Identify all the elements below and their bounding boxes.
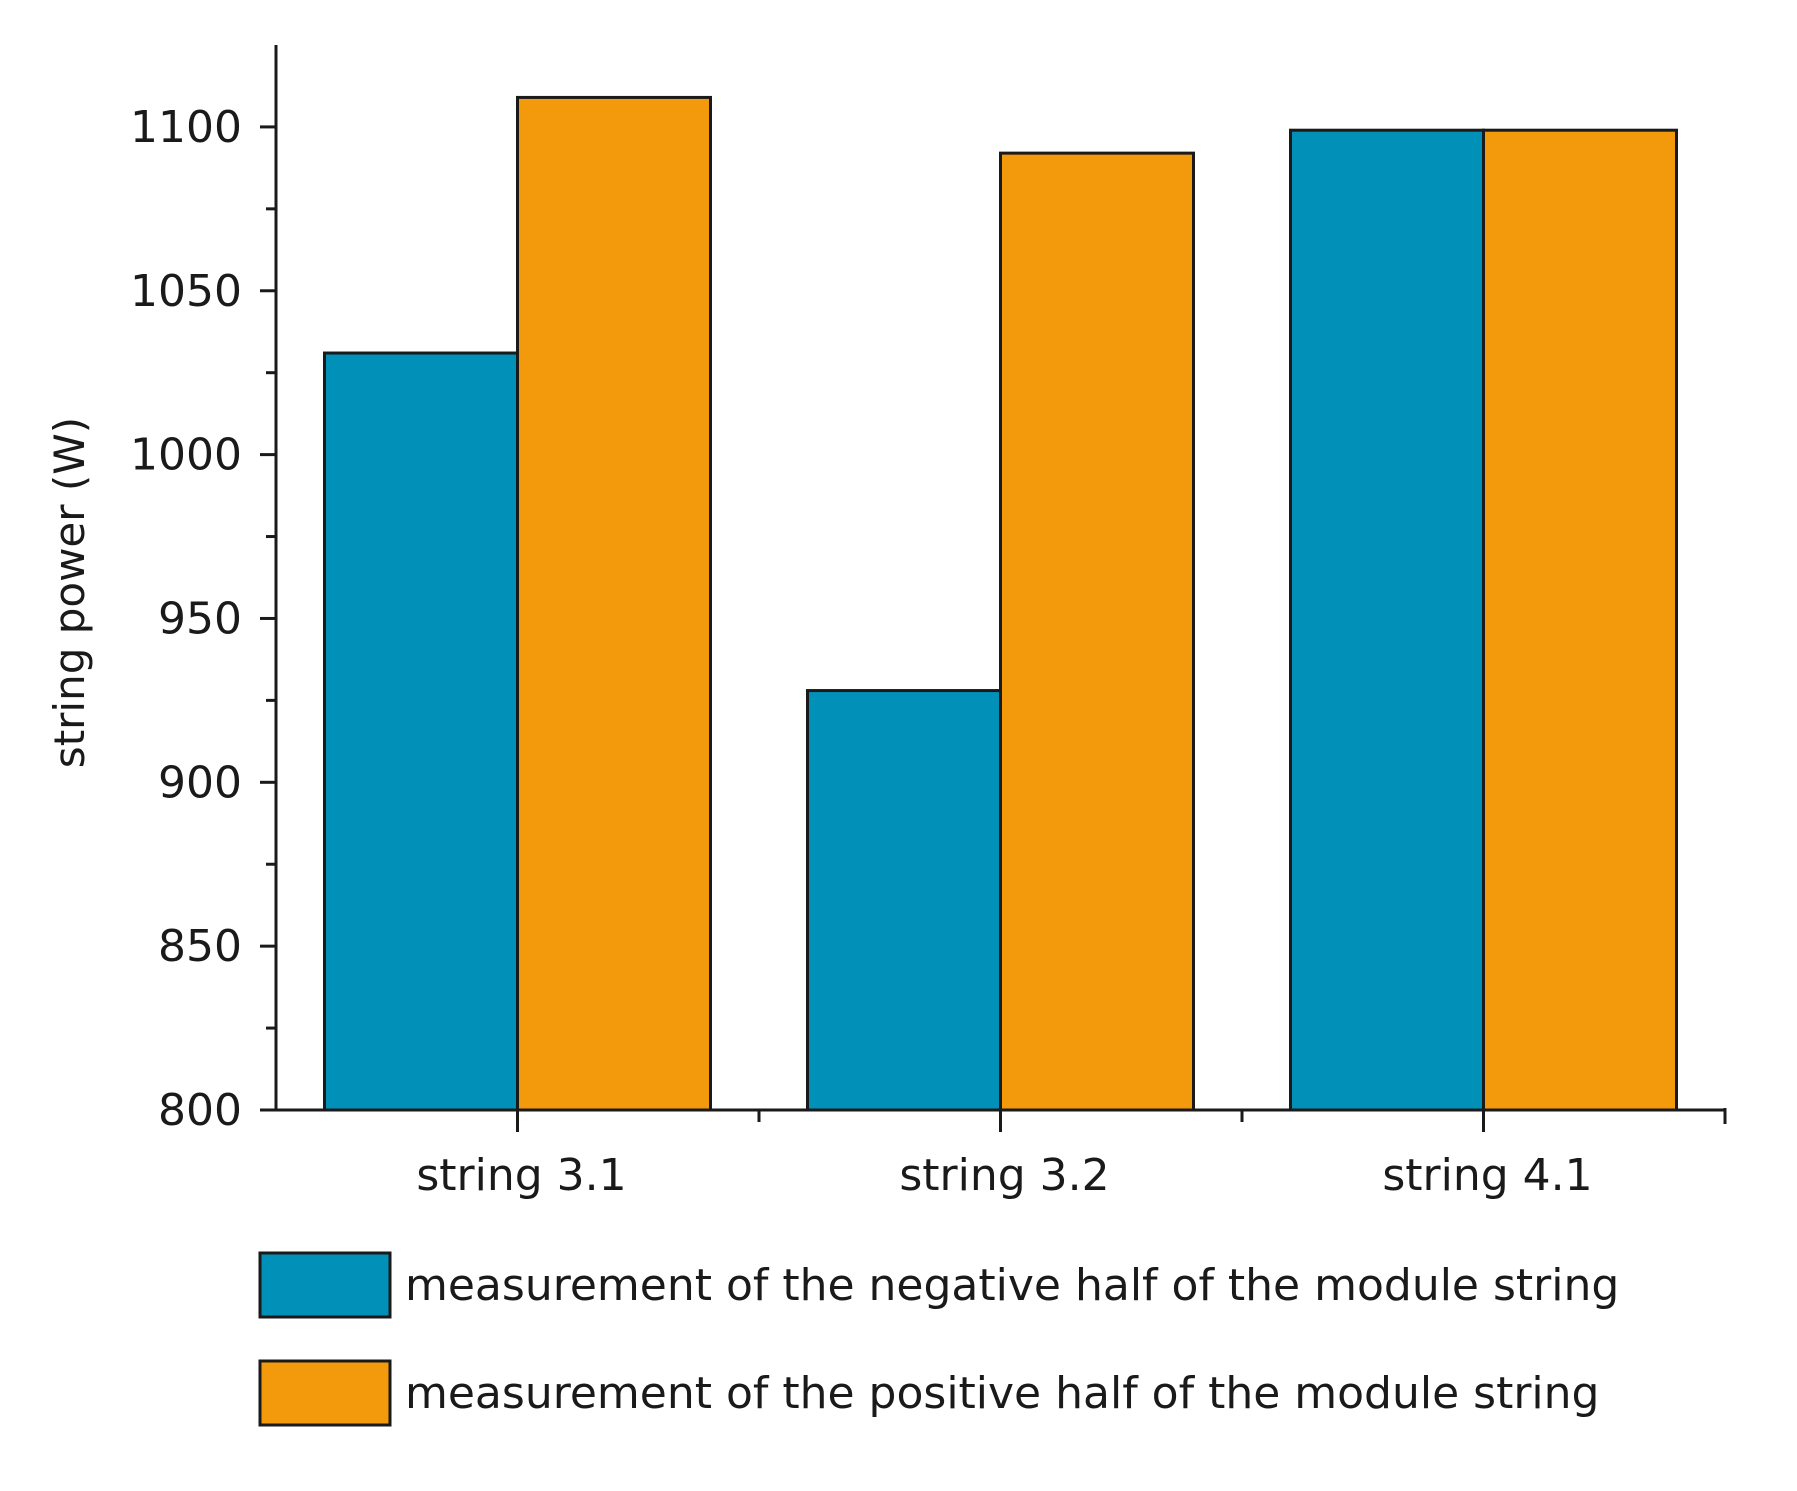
bar [516, 95, 712, 1112]
bar [806, 689, 1002, 1112]
y-axis-title: string power (W) [45, 417, 94, 768]
bars-group [323, 95, 1678, 1112]
x-tick-label: string 3.1 [416, 1150, 626, 1201]
legend-swatch [258, 1359, 392, 1427]
y-tick-label: 950 [158, 593, 242, 644]
legend: measurement of the negative half of the … [258, 1251, 1619, 1427]
y-tick-label: 900 [158, 757, 242, 808]
y-tick-label: 850 [158, 921, 242, 972]
axes-group [264, 45, 1727, 1124]
x-tick-label: string 4.1 [1382, 1150, 1592, 1201]
x-tick-label: string 3.2 [899, 1150, 1109, 1201]
bar [1289, 128, 1485, 1112]
y-ticks-group: 800 850 900 950 1000 1050 1100 [130, 102, 276, 1136]
bar [323, 351, 519, 1112]
y-tick-label: 800 [158, 1085, 242, 1136]
legend-swatch [258, 1251, 392, 1319]
y-tick-label: 1000 [130, 430, 242, 481]
legend-label: measurement of the negative half of the … [405, 1260, 1619, 1311]
y-tick-label: 1100 [130, 102, 242, 153]
bar [1482, 128, 1678, 1112]
x-ticks-group: string 3.1 string 3.2 string 4.1 [416, 1110, 1593, 1201]
y-tick-label: 1050 [130, 266, 242, 317]
bar [999, 151, 1195, 1112]
legend-label: measurement of the positive half of the … [405, 1368, 1599, 1419]
